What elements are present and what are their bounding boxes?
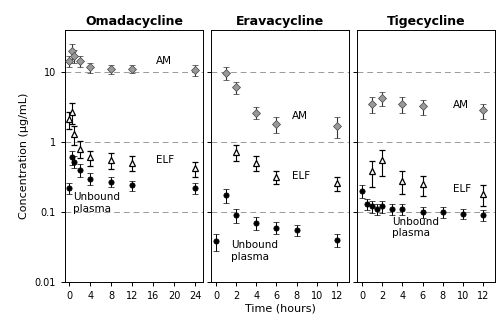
Title: Tigecycline: Tigecycline bbox=[387, 15, 466, 28]
Text: AM: AM bbox=[292, 112, 308, 121]
Text: Unbound
plasma: Unbound plasma bbox=[74, 192, 120, 214]
Text: AM: AM bbox=[156, 56, 172, 67]
Text: ELF: ELF bbox=[452, 184, 471, 194]
Title: Omadacycline: Omadacycline bbox=[85, 15, 183, 28]
Text: Unbound
plasma: Unbound plasma bbox=[392, 217, 440, 238]
Text: ELF: ELF bbox=[292, 171, 310, 181]
Text: Unbound
plasma: Unbound plasma bbox=[231, 240, 278, 261]
Y-axis label: Concentration (µg/mL): Concentration (µg/mL) bbox=[19, 92, 29, 219]
Text: AM: AM bbox=[452, 100, 468, 111]
X-axis label: Time (hours): Time (hours) bbox=[244, 304, 316, 314]
Title: Eravacycline: Eravacycline bbox=[236, 15, 324, 28]
Text: ELF: ELF bbox=[156, 154, 174, 165]
